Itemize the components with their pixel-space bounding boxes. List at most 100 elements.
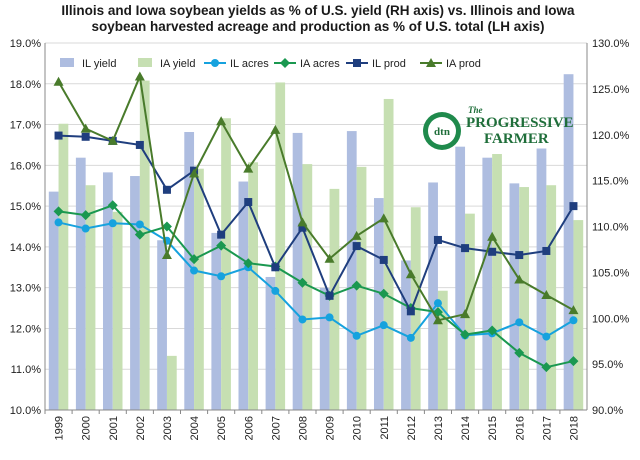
bar-il-yield-2017 [536, 148, 547, 410]
point-ia-acres-2014 [460, 329, 471, 340]
point-ia-prod-2001 [107, 135, 118, 145]
point-ia-acres-2008 [297, 277, 308, 288]
left-tick-label: 15.0% [10, 201, 41, 213]
point-il-acres-2016 [515, 318, 524, 327]
x-tick-label-2015: 2015 [487, 416, 499, 440]
left-tick-label: 13.0% [10, 283, 41, 295]
point-ia-prod-2006 [243, 163, 254, 173]
point-ia-prod-2014 [460, 309, 471, 319]
left-tick-label: 10.0% [10, 405, 41, 417]
bar-il-yield-2004 [184, 131, 195, 410]
point-il-prod-2007 [271, 263, 280, 272]
point-ia-prod-2009 [324, 253, 335, 263]
right-tick-label: 115.0% [592, 176, 629, 188]
bar-ia-yield-2003 [166, 355, 177, 410]
legend-label-il-acres: IL acres [230, 58, 269, 70]
dtn-progressive-farmer-logo: dtn The PROGRESSIVE FARMER [423, 105, 574, 150]
legend-label-il-yield: IL yield [82, 58, 116, 70]
logo-name-line-2: FARMER [484, 131, 549, 147]
right-tick-label: 100.0% [592, 313, 630, 325]
point-ia-acres-2010 [351, 280, 362, 291]
point-ia-prod-1999 [53, 76, 64, 86]
point-il-prod-2011 [379, 255, 388, 264]
point-il-prod-2002 [135, 140, 144, 149]
left-tick-label: 19.0% [10, 38, 41, 50]
title-line-1: Illinois and Iowa soybean yields as % of… [61, 3, 575, 18]
x-tick-label-2005: 2005 [216, 416, 228, 440]
right-tick-label: 125.0% [592, 84, 630, 96]
bar-ia-yield-2008 [302, 164, 313, 410]
point-ia-acres-2001 [107, 200, 118, 211]
legend-marker-il-acres [211, 59, 219, 67]
bar-ia-yield-2018 [573, 220, 584, 410]
bar-ia-yield-2000 [85, 185, 96, 410]
point-ia-prod-2017 [541, 290, 552, 300]
bar-il-yield-2015 [482, 157, 493, 410]
bar-ia-yield-1999 [58, 123, 69, 411]
bar-ia-yield-2014 [465, 213, 475, 410]
left-tick-label: 18.0% [10, 79, 41, 91]
x-tick-label-2003: 2003 [162, 416, 174, 440]
x-tick-label-2011: 2011 [379, 416, 391, 440]
x-tick-label-2007: 2007 [270, 416, 282, 440]
point-ia-acres-2002 [134, 229, 145, 240]
point-il-prod-2010 [352, 242, 361, 251]
point-ia-prod-2003 [161, 250, 172, 260]
point-il-acres-2018 [569, 316, 578, 325]
bar-il-yield-2006 [238, 181, 249, 410]
legend: IL yield IA yield IL acres IA acres IL prod I… [60, 58, 481, 70]
bar-ia-yield-2006 [248, 162, 259, 410]
point-il-prod-2003 [162, 185, 171, 194]
bar-il-yield-2001 [102, 172, 113, 410]
bar-il-yield-2018 [563, 74, 574, 410]
line-il-acres [58, 221, 574, 340]
bar-il-yield-2003 [157, 240, 167, 410]
point-il-acres-2010 [352, 331, 361, 340]
point-ia-prod-2000 [80, 123, 91, 133]
point-ia-prod-2005 [216, 116, 227, 126]
point-il-prod-2018 [569, 202, 578, 211]
right-tick-label: 95.0% [592, 359, 623, 371]
point-ia-acres-2018 [568, 356, 579, 367]
point-ia-acres-2004 [189, 254, 200, 265]
bar-ia-yield-2001 [112, 211, 123, 410]
point-il-acres-2008 [298, 315, 307, 324]
point-ia-prod-2013 [432, 315, 443, 325]
point-ia-prod-2008 [297, 217, 308, 227]
bar-il-yield-2016 [509, 183, 520, 410]
logo-badge-text: dtn [434, 126, 450, 138]
logo-prefix-text: The [468, 105, 483, 115]
bar-il-yield-2013 [428, 182, 438, 410]
point-ia-acres-2011 [378, 288, 389, 299]
left-tick-label: 11.0% [11, 364, 42, 376]
point-il-acres-2005 [217, 272, 226, 281]
bar-il-yield-2002 [130, 176, 140, 410]
point-ia-prod-2011 [378, 213, 389, 223]
point-ia-prod-2002 [134, 71, 145, 81]
bar-ia-yield-2016 [519, 187, 530, 410]
bar-ia-yield-2010 [356, 166, 367, 410]
bar-ia-yield-2015 [492, 154, 502, 410]
legend-swatch-il-yield [60, 58, 74, 67]
point-il-prod-2014 [461, 244, 470, 253]
right-tick-label: 110.0% [592, 222, 629, 234]
point-ia-prod-2012 [405, 269, 416, 279]
x-tick-label-2006: 2006 [243, 416, 255, 440]
bar-ia-yield-2013 [437, 290, 448, 410]
left-tick-label: 17.0% [10, 120, 41, 132]
point-il-acres-2004 [190, 266, 199, 275]
bar-ia-yield-2009 [329, 188, 340, 410]
right-tick-label: 130.0% [592, 38, 630, 50]
legend-label-ia-yield: IA yield [160, 58, 195, 70]
point-il-prod-2012 [406, 307, 415, 316]
point-ia-prod-2015 [487, 231, 498, 241]
point-ia-acres-2003 [161, 221, 172, 232]
legend-marker-ia-acres [280, 58, 290, 68]
point-il-prod-2008 [298, 223, 307, 232]
title-line-2: soybean harvested acreage and production… [91, 19, 544, 34]
right-tick-label: 90.0% [592, 405, 623, 417]
x-tick-label-2001: 2001 [108, 416, 120, 440]
point-ia-acres-2015 [487, 325, 498, 336]
